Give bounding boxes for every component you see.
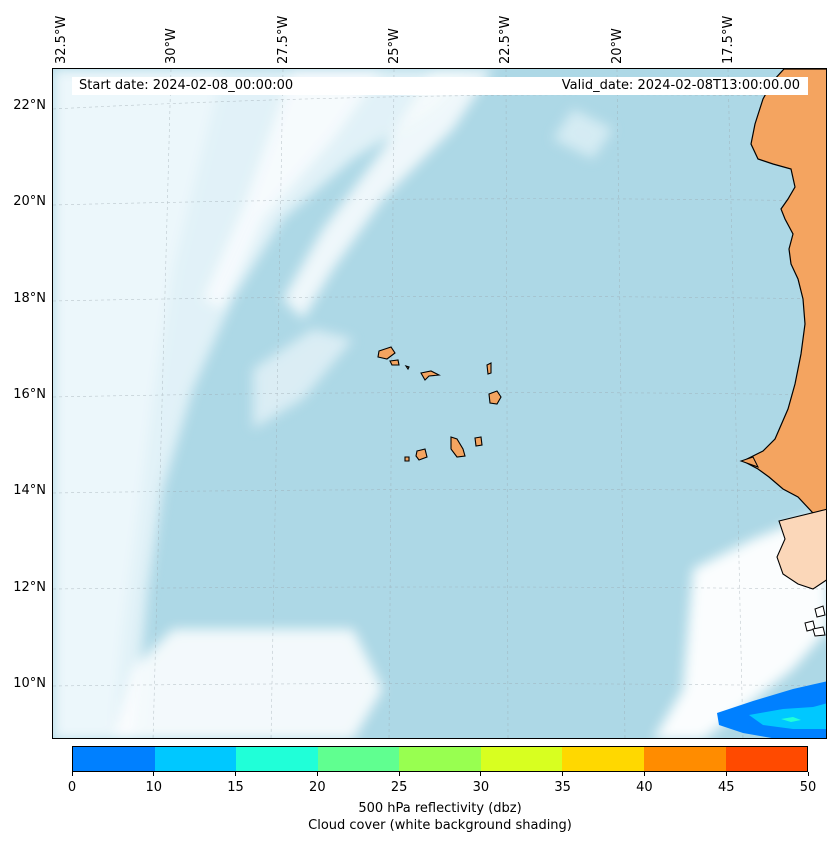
lat-label-10n: 10°N: [13, 676, 46, 691]
lon-label-17-5w: 17.5°W: [721, 15, 736, 64]
colorbar-tick-label: 35: [554, 780, 571, 795]
colorbar-title: 500 hPa reflectivity (dbz): [358, 801, 522, 816]
colorbar-tick: [562, 772, 564, 776]
island-santo-antao: [377, 346, 396, 360]
colorbar-tick: [725, 772, 727, 776]
lat-label-12n: 12°N: [13, 580, 46, 595]
lon-label-22-5w: 22.5°W: [498, 15, 513, 64]
colorbar-tick-label: 40: [636, 780, 653, 795]
colorbar-tick-label: 30: [472, 780, 490, 795]
valid-date-label: Valid_date: 2024-02-08T13:00:00.00: [561, 78, 800, 93]
island-boa-vista: [488, 390, 502, 405]
lon-label-32-5w: 32.5°W: [54, 15, 69, 64]
colorbar-tick-label: 25: [390, 780, 408, 795]
lat-label-14n: 14°N: [13, 483, 46, 498]
island-sao-vicente: [389, 359, 400, 366]
colorbar-segment: [73, 747, 155, 771]
lon-label-27-5w: 27.5°W: [276, 15, 291, 64]
colorbar-tick-label: 50: [799, 780, 817, 795]
map-panel[interactable]: [52, 68, 827, 739]
colorbar-segment: [725, 747, 808, 771]
colorbar-segment: [399, 747, 481, 771]
colorbar-tick: [398, 772, 400, 776]
lat-label-18n: 18°N: [13, 291, 46, 306]
reflectivity-colorbar: [72, 746, 808, 772]
lon-label-25w: 25°W: [387, 28, 402, 64]
gridlines: [53, 69, 826, 738]
guinea-bissau-islands: [804, 605, 826, 637]
reflectivity-patch: [717, 681, 826, 738]
colorbar-tick-label: 45: [717, 780, 735, 795]
lat-label-16n: 16°N: [13, 387, 46, 402]
africa-mainland: [741, 69, 826, 528]
colorbar-tick: [235, 772, 237, 776]
island-sal: [486, 362, 492, 375]
island-santa-luzia: [404, 364, 410, 371]
start-date-label: Start date: 2024-02-08_00:00:00: [79, 78, 294, 93]
date-info-bar: Start date: 2024-02-08_00:00:00 Valid_da…: [72, 77, 808, 95]
colorbar-tick: [480, 772, 482, 776]
colorbar-tick-label: 15: [227, 780, 244, 795]
cape-verde-islands: [377, 346, 502, 462]
lon-label-30w: 30°W: [164, 28, 179, 64]
island-brava: [404, 456, 410, 462]
southern-coast-land: [776, 508, 826, 590]
colorbar-subtitle: Cloud cover (white background shading): [308, 818, 572, 833]
colorbar-tick: [643, 772, 645, 776]
colorbar-tick: [807, 772, 809, 776]
colorbar-segment: [317, 747, 400, 771]
lat-label-22n: 22°N: [13, 98, 46, 113]
lon-label-20w: 20°W: [610, 28, 625, 64]
island-fogo: [415, 448, 428, 461]
colorbar-segment: [236, 747, 318, 771]
colorbar-tick-label: 20: [309, 780, 326, 795]
colorbar-segment: [154, 747, 237, 771]
colorbar-tick-label: 0: [67, 780, 77, 795]
map-canvas: [53, 69, 826, 738]
colorbar-segment: [643, 747, 726, 771]
island-maio: [474, 436, 483, 447]
colorbar-tick: [316, 772, 318, 776]
colorbar-tick: [153, 772, 155, 776]
lat-label-20n: 20°N: [13, 194, 46, 209]
colorbar-tick-label: 10: [145, 780, 163, 795]
colorbar-tick: [71, 772, 73, 776]
island-santiago: [450, 436, 466, 458]
island-sao-nicolau: [420, 370, 441, 381]
colorbar-segment: [562, 747, 644, 771]
colorbar-segment: [480, 747, 563, 771]
